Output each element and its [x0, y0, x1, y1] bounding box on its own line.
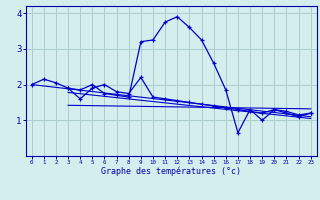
- X-axis label: Graphe des températures (°c): Graphe des températures (°c): [101, 167, 241, 176]
